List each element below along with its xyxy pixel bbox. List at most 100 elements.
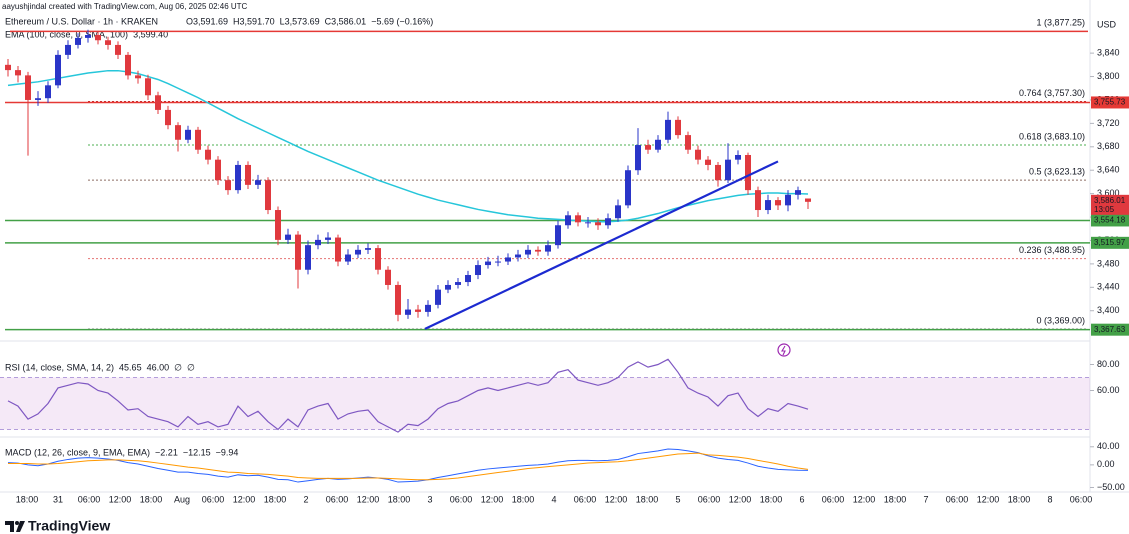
candle-body [795, 190, 801, 195]
candle-body [305, 245, 311, 270]
candle-body [735, 154, 741, 160]
y-tick-label: 3,680 [1097, 141, 1120, 151]
x-tick-label: 6 [799, 494, 804, 504]
candle-body [545, 245, 551, 252]
candle-body [525, 249, 531, 255]
logo-icon [5, 521, 25, 532]
candle-body [365, 248, 371, 250]
candle-body [615, 205, 621, 219]
x-tick-label: 06:00 [822, 494, 845, 504]
alert-icon[interactable] [777, 343, 791, 357]
x-tick-label: 06:00 [698, 494, 721, 504]
x-tick-label: 12:00 [729, 494, 752, 504]
x-tick-label: 06:00 [574, 494, 597, 504]
candle-body [765, 200, 771, 211]
x-tick-label: 12:00 [109, 494, 132, 504]
rsi-line [7, 358, 809, 433]
candle-body [155, 95, 161, 110]
candle-body [625, 170, 631, 206]
candle-body [175, 125, 181, 140]
fib-label: 0.5 (3,623.13) [1029, 166, 1085, 176]
candle-body [595, 222, 601, 226]
candle-body [675, 119, 681, 136]
candle-body [285, 234, 291, 240]
ohlc-value: L3,573.69 [280, 16, 320, 26]
candle-body [35, 98, 41, 100]
macd-value: −12.15 [183, 447, 211, 457]
ohlc-value: −5.69 (−0.16%) [371, 16, 433, 26]
rsi-value: ∅ [187, 362, 195, 372]
candle-body [565, 215, 571, 226]
candle-body [105, 40, 111, 45]
candle-body [215, 159, 221, 181]
candle-body [235, 164, 241, 191]
candle-body [685, 135, 691, 150]
fib-label: 0.764 (3,757.30) [1019, 88, 1085, 98]
candle-body [85, 34, 91, 38]
x-tick-label: 12:00 [605, 494, 628, 504]
candle-body [245, 164, 251, 185]
rsi-tick-label: 60.00 [1097, 385, 1120, 395]
candle-body [435, 289, 441, 305]
level-badge: 3,367.63 [1094, 325, 1126, 334]
ohlc-value: O3,591.69 [186, 16, 228, 26]
x-tick-label: 18:00 [264, 494, 287, 504]
candle-body [535, 249, 541, 252]
macd-line [8, 452, 809, 481]
candle-body [165, 109, 171, 126]
candle-body [405, 309, 411, 315]
x-tick-label: 06:00 [202, 494, 225, 504]
level-badge: 3,554.18 [1094, 216, 1126, 225]
rsi-value: ∅ [174, 362, 182, 372]
candle-body [585, 222, 591, 224]
candle-body [125, 54, 131, 76]
y-tick-label: 3,840 [1097, 48, 1120, 58]
macd-value: −9.94 [216, 447, 239, 457]
candle-body [575, 215, 581, 223]
candle-body [55, 54, 61, 86]
x-tick-label: 2 [303, 494, 308, 504]
candle-body [185, 129, 191, 140]
x-tick-label: 31 [53, 494, 63, 504]
last-price: 3,586.01 [1094, 196, 1126, 205]
candle-body [355, 249, 361, 255]
candle-body [325, 237, 331, 240]
ohlc-value: H3,591.70 [233, 16, 275, 26]
x-tick-label: 4 [551, 494, 556, 504]
candle-body [555, 225, 561, 246]
candle-body [415, 309, 421, 312]
candle-body [425, 304, 431, 312]
rsi-band [0, 377, 1090, 430]
candle-body [745, 154, 751, 191]
watermark: aayushjindal created with TradingView.co… [2, 2, 248, 11]
x-tick-label: 18:00 [636, 494, 659, 504]
candle-body [395, 284, 401, 315]
candle-body [275, 210, 281, 240]
candle-body [475, 265, 481, 276]
level-badge-bg [1091, 323, 1129, 336]
x-tick-label: 12:00 [853, 494, 876, 504]
currency: USD [1097, 19, 1117, 29]
x-tick-label: 12:00 [481, 494, 504, 504]
candle-body [755, 190, 761, 211]
candle-body [375, 248, 381, 270]
candle-body [705, 159, 711, 165]
rsi-value: 46.00 [147, 362, 170, 372]
candle-body [775, 200, 781, 206]
x-tick-label: 12:00 [357, 494, 380, 504]
y-tick-label: 3,720 [1097, 118, 1120, 128]
x-tick-label: 06:00 [326, 494, 349, 504]
x-tick-label: 18:00 [884, 494, 907, 504]
x-tick-label: 06:00 [450, 494, 473, 504]
x-tick-label: 18:00 [16, 494, 39, 504]
candle-body [635, 145, 641, 171]
rsi-tick-label: 80.00 [1097, 359, 1120, 369]
x-tick-label: 06:00 [1070, 494, 1093, 504]
candle-body [605, 218, 611, 226]
x-tick-label: 06:00 [946, 494, 969, 504]
x-tick-label: 8 [1047, 494, 1052, 504]
candle-body [655, 139, 661, 150]
y-tick-label: 3,600 [1097, 188, 1120, 198]
x-tick-label: 18:00 [1008, 494, 1031, 504]
x-tick-label: 18:00 [760, 494, 783, 504]
